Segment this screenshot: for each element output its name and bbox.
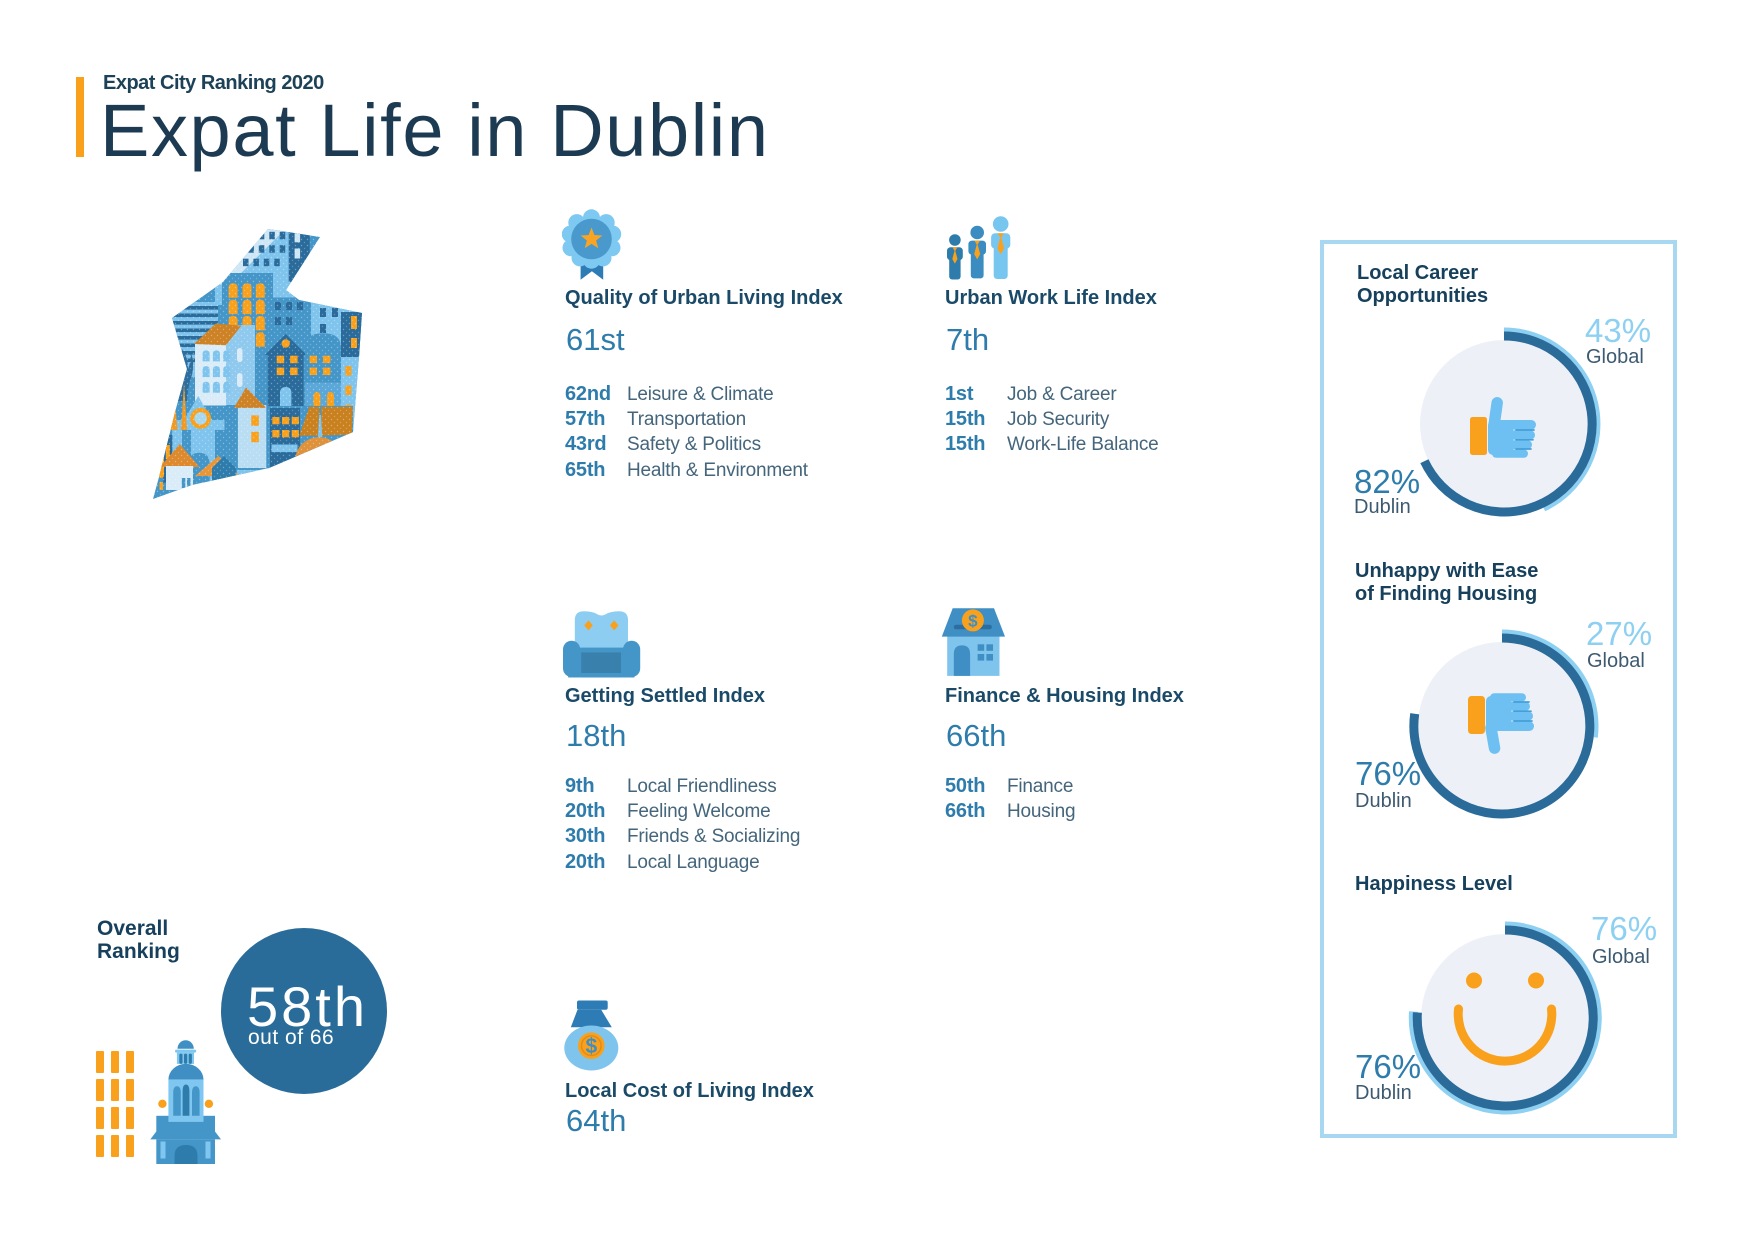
svg-text:$: $ xyxy=(585,1035,597,1058)
svg-text:$: $ xyxy=(968,612,978,631)
